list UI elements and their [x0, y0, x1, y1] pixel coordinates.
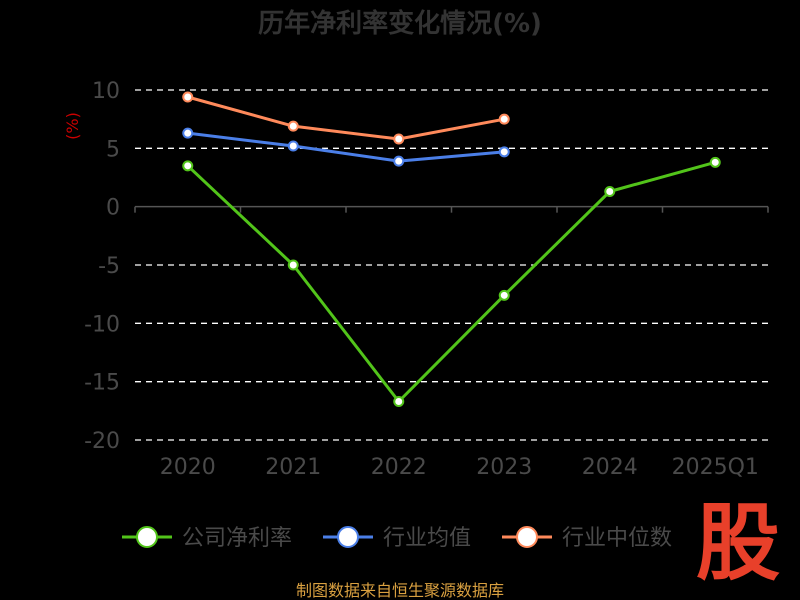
series-2: [182, 91, 510, 145]
legend-label: 行业中位数: [562, 526, 672, 551]
x-tick-label: 2023: [476, 455, 532, 480]
data-point: [182, 91, 194, 103]
legend-marker: [516, 526, 538, 548]
y-tick-label: -5: [98, 254, 120, 279]
legend-item-1: 行业均值: [323, 526, 471, 551]
legend: 公司净利率 行业均值 行业中位数: [122, 526, 672, 551]
y-tick-label: 5: [106, 137, 120, 162]
data-point: [287, 120, 299, 132]
y-tick-label: -20: [84, 429, 120, 454]
series-1: [182, 127, 510, 167]
x-tick-label: 2025Q1: [672, 455, 759, 480]
data-point: [604, 186, 616, 197]
legend-marker: [337, 526, 359, 548]
legend-label: 行业均值: [383, 526, 471, 551]
x-tick-label: 2022: [371, 455, 427, 480]
legend-item-0: 公司净利率: [122, 526, 292, 551]
data-point: [498, 113, 510, 125]
data-point: [182, 127, 194, 139]
chart-title: 历年净利率变化情况(%): [258, 8, 542, 39]
legend-label: 公司净利率: [182, 526, 292, 551]
legend-item-2: 行业中位数: [502, 526, 672, 551]
x-tick-label: 2021: [265, 455, 321, 480]
series-line-1: [187, 131, 505, 163]
brand-logo-mark: 股: [696, 494, 780, 592]
x-tick-label: 2024: [582, 455, 638, 480]
data-point: [182, 160, 194, 172]
data-point: [498, 146, 510, 158]
data-point: [287, 140, 299, 152]
data-point: [393, 396, 405, 407]
series-line-0: [186, 160, 716, 403]
data-point: [287, 259, 299, 271]
data-point: [393, 133, 405, 145]
data-point: [393, 155, 405, 167]
grid-layer: [135, 89, 768, 441]
y-axis-unit-label: (%): [63, 112, 82, 140]
legend-marker: [136, 526, 158, 548]
y-tick-label: -10: [84, 312, 120, 337]
y-tick-label: -15: [84, 371, 120, 396]
axis-layer: 10 5 0 -5 -10 -15 -20 2020 2021 2022 2023 2024 2025Q…: [84, 79, 769, 480]
series-line-2: [187, 95, 505, 141]
series-layer: [182, 91, 721, 407]
data-source-note: 制图数据来自恒生聚源数据库: [296, 581, 504, 600]
x-tick-label: 2020: [160, 455, 216, 480]
series-0: [182, 156, 721, 407]
y-tick-label: 0: [106, 196, 120, 221]
y-tick-label: 10: [92, 79, 120, 104]
data-point: [709, 156, 721, 168]
data-point: [498, 289, 510, 301]
